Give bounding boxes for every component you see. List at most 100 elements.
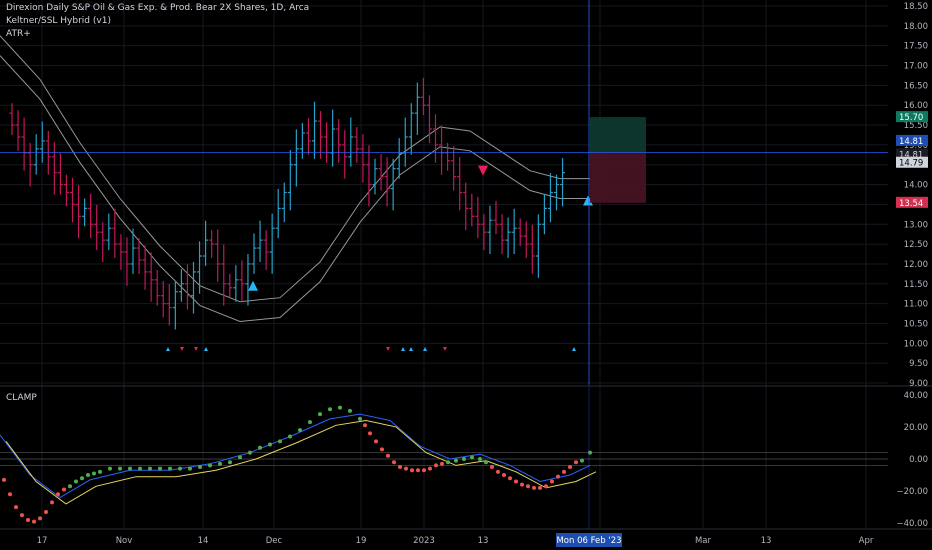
clamp-dot bbox=[208, 463, 212, 468]
price-tick-label: 12.00 bbox=[904, 260, 928, 270]
price-tick-label: 11.50 bbox=[904, 280, 928, 290]
price-badge bbox=[896, 148, 928, 160]
clamp-dot bbox=[496, 469, 500, 474]
clamp-dot bbox=[218, 461, 222, 466]
clamp-dot bbox=[580, 458, 584, 463]
price-tick-label: 10.50 bbox=[904, 319, 928, 329]
price-tick-label: 16.50 bbox=[904, 81, 928, 91]
clamp-dot bbox=[556, 474, 560, 479]
clamp-dot bbox=[562, 469, 566, 474]
position-box[interactable] bbox=[0, 117, 888, 203]
clamp-dot bbox=[428, 466, 432, 471]
sell-signal-triangle bbox=[478, 165, 488, 176]
clamp-dot bbox=[502, 473, 506, 478]
time-tick-label: 14 bbox=[198, 536, 209, 546]
price-tick-label: 16.00 bbox=[904, 101, 928, 111]
clamp-indicator bbox=[0, 405, 888, 524]
clamp-tick-label: −40.00 bbox=[897, 519, 928, 529]
clamp-dot bbox=[32, 519, 36, 524]
small-signal-marker bbox=[166, 347, 170, 351]
clamp-dot bbox=[308, 420, 312, 425]
clamp-dot bbox=[92, 471, 96, 476]
clamp-dot bbox=[248, 450, 252, 455]
clamp-dot bbox=[446, 460, 450, 465]
time-tick-label: 17 bbox=[37, 536, 48, 546]
clamp-dot bbox=[374, 439, 378, 444]
clamp-dot bbox=[358, 416, 362, 421]
clamp-dot bbox=[454, 458, 458, 463]
price-tick-label: 13.00 bbox=[904, 220, 928, 230]
clamp-tick-label: 20.00 bbox=[904, 423, 928, 433]
price-tick-label: 17.00 bbox=[904, 62, 928, 72]
clamp-dot bbox=[2, 477, 6, 482]
grid-lines bbox=[0, 0, 932, 530]
indicator-atr-label[interactable]: ATR+ bbox=[6, 29, 31, 39]
clamp-dot bbox=[368, 431, 372, 436]
clamp-dot bbox=[416, 468, 420, 473]
small-signal-marker bbox=[386, 347, 390, 351]
time-tick-label: Nov bbox=[116, 536, 133, 546]
clamp-dot bbox=[490, 465, 494, 470]
price-badge bbox=[896, 156, 928, 168]
clamp-dot bbox=[568, 465, 572, 470]
buy-signal-triangle bbox=[248, 280, 258, 291]
clamp-dot bbox=[484, 460, 488, 465]
clamp-dot bbox=[363, 423, 367, 428]
clamp-dot bbox=[168, 466, 172, 471]
price-tick-label: 11.00 bbox=[904, 300, 928, 310]
small-signal-marker bbox=[409, 347, 413, 351]
clamp-dot bbox=[462, 457, 466, 461]
small-signal-marker bbox=[443, 347, 447, 351]
clamp-dot bbox=[238, 455, 242, 460]
keltner-upper-band bbox=[0, 35, 590, 303]
small-signal-marker bbox=[572, 347, 576, 351]
price-tick-label: 14.00 bbox=[904, 181, 928, 191]
time-tick-label: Apr bbox=[859, 536, 874, 546]
clamp-dot bbox=[258, 445, 262, 450]
clamp-dot bbox=[410, 468, 414, 473]
price-badge bbox=[896, 111, 928, 123]
price-badge-label: 15.70 bbox=[899, 113, 923, 123]
indicator-keltner-label[interactable]: Keltner/SSL Hybrid (v1) bbox=[6, 16, 111, 26]
clamp-dot bbox=[14, 505, 18, 510]
price-badge-label: 14.79 bbox=[899, 159, 923, 169]
time-tick-label: 2023 bbox=[413, 536, 435, 546]
clamp-dot bbox=[138, 466, 142, 471]
price-badge-label: 14.81 bbox=[899, 137, 923, 147]
small-signal-marker bbox=[194, 347, 198, 351]
signal-markers bbox=[166, 165, 593, 351]
clamp-dot bbox=[108, 466, 112, 471]
time-tick-label: Mar bbox=[695, 536, 712, 546]
clamp-dot bbox=[62, 487, 66, 492]
clamp-dot bbox=[574, 460, 578, 465]
clamp-dot bbox=[508, 476, 512, 481]
clamp-dot bbox=[298, 428, 302, 433]
clamp-dot bbox=[550, 479, 554, 484]
time-tick-label: 13 bbox=[761, 536, 772, 546]
clamp-dot bbox=[86, 473, 90, 478]
clamp-dot bbox=[68, 484, 72, 489]
crosshair-date-label: Mon 06 Feb '23 bbox=[556, 536, 621, 546]
clamp-dot bbox=[158, 466, 162, 471]
clamp-dot bbox=[178, 466, 182, 471]
clamp-yellow-line bbox=[5, 419, 597, 505]
clamp-dot bbox=[520, 482, 524, 487]
clamp-label[interactable]: CLAMP bbox=[6, 393, 37, 403]
price-badge-label: 14.81 bbox=[899, 150, 923, 160]
keltner-bands bbox=[0, 35, 590, 323]
price-badge-label: 13.54 bbox=[899, 199, 923, 209]
time-tick-label: Dec bbox=[266, 536, 283, 546]
clamp-dot bbox=[470, 455, 474, 460]
clamp-tick-label: 0.00 bbox=[909, 455, 928, 465]
clamp-dot bbox=[526, 484, 530, 489]
price-tick-label: 12.50 bbox=[904, 240, 928, 250]
clamp-blue-line bbox=[0, 413, 591, 499]
clamp-dot bbox=[128, 466, 132, 471]
clamp-dot bbox=[188, 466, 192, 471]
buy-signal-triangle bbox=[583, 195, 593, 206]
price-tick-label: 9.00 bbox=[909, 379, 928, 389]
price-badge bbox=[896, 134, 928, 146]
time-tick-label: 19 bbox=[356, 536, 367, 546]
small-signal-marker bbox=[423, 347, 427, 351]
